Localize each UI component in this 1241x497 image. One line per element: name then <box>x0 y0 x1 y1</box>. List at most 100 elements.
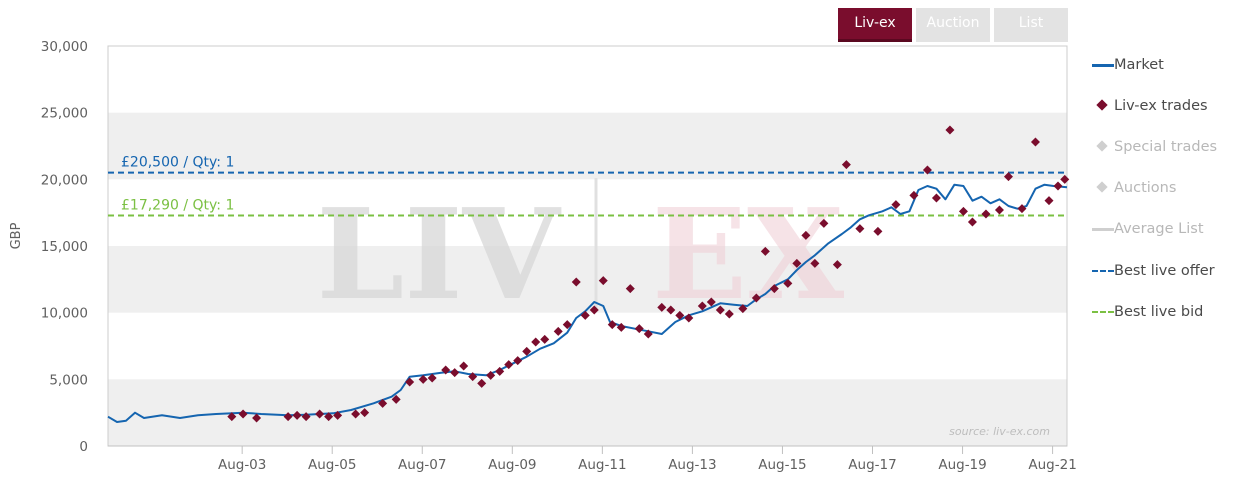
trade-point <box>418 374 428 384</box>
x-tick-label: Aug-11 <box>578 457 626 473</box>
trade-point <box>1060 174 1070 184</box>
y-tick-label: 20,000 <box>41 172 88 188</box>
legend-item[interactable]: Average List <box>1092 209 1217 250</box>
trade-point <box>738 304 748 314</box>
trade-point <box>922 165 932 175</box>
watermark-text-liv: LIV <box>316 182 561 328</box>
trade-point <box>855 224 865 234</box>
legend-dash-icon <box>1092 304 1114 320</box>
legend-label: Auctions <box>1114 180 1177 197</box>
grid-band <box>108 112 1067 180</box>
trade-point <box>238 409 248 419</box>
tab-liv-ex[interactable]: Liv-ex <box>838 8 912 42</box>
trade-point <box>378 398 388 408</box>
trade-point <box>616 322 626 332</box>
trade-point <box>801 230 811 240</box>
tab-list[interactable]: List <box>994 8 1068 42</box>
x-tick-label: Aug-09 <box>488 457 536 473</box>
trade-point <box>553 326 563 336</box>
trade-point <box>958 206 968 216</box>
trade-point <box>769 284 779 294</box>
reference-lines: £20,500 / Qty: 1 £17,290 / Qty: 1 <box>108 155 1067 217</box>
trade-point <box>792 258 802 268</box>
trade-point <box>909 190 919 200</box>
trade-point <box>486 370 496 380</box>
trade-point <box>459 361 469 371</box>
y-tick-label: 5,000 <box>49 372 88 388</box>
tab-auction[interactable]: Auction <box>916 8 990 42</box>
grid-band <box>108 246 1067 313</box>
best-live-bid-label: £17,290 / Qty: 1 <box>121 197 234 213</box>
trade-point <box>994 205 1004 215</box>
trade-point <box>625 284 635 294</box>
trade-point <box>598 276 608 286</box>
trades-series <box>227 125 1070 423</box>
trade-point <box>967 217 977 227</box>
legend-diamond-icon <box>1092 180 1114 196</box>
y-tick-label: 10,000 <box>41 306 88 322</box>
y-tick-label: 0 <box>79 439 88 455</box>
trade-point <box>666 305 676 315</box>
trade-point <box>931 193 941 203</box>
trade-point <box>819 218 829 228</box>
trade-point <box>351 409 361 419</box>
watermark-text-ex: EX <box>652 182 844 328</box>
trade-point <box>283 412 293 422</box>
trade-point <box>571 277 581 287</box>
legend-item[interactable]: Market <box>1092 44 1217 85</box>
chart-legend: Market Liv-ex trades Special trades Auction… <box>1092 44 1217 332</box>
legend-item[interactable]: Best live offer <box>1092 250 1217 291</box>
x-tick-label: Aug-03 <box>218 457 266 473</box>
trade-point <box>315 409 325 419</box>
trade-point <box>657 302 667 312</box>
trade-point <box>495 366 505 376</box>
trade-point <box>841 160 851 170</box>
trade-point <box>675 310 685 320</box>
legend-label: Best live bid <box>1114 303 1204 320</box>
trade-point <box>301 412 311 422</box>
x-tick-label: Aug-17 <box>848 457 896 473</box>
trade-point <box>441 365 451 375</box>
trade-point <box>643 329 653 339</box>
legend-label: Average List <box>1114 221 1204 238</box>
trade-point <box>292 410 302 420</box>
trade-point <box>504 360 514 370</box>
plot-bands <box>108 112 1067 446</box>
trade-point <box>634 324 644 334</box>
trade-point <box>405 377 415 387</box>
x-tick-label: Aug-21 <box>1028 457 1076 473</box>
x-axis: Aug-03 Aug-05 Aug-07 Aug-09 Aug-11 Aug-13 Aug-… <box>108 445 1077 473</box>
trade-point <box>751 293 761 303</box>
trade-point <box>1017 204 1027 214</box>
trade-point <box>697 301 707 311</box>
trade-point <box>531 337 541 347</box>
trade-point <box>981 209 991 219</box>
trade-point <box>580 310 590 320</box>
legend-dash-icon <box>1092 263 1114 279</box>
y-tick-label: 30,000 <box>41 39 88 55</box>
legend-item[interactable]: Best live bid <box>1092 291 1217 332</box>
trade-point <box>450 368 460 378</box>
trade-point <box>513 356 523 366</box>
trade-point <box>1044 196 1054 206</box>
grid-band <box>108 379 1067 446</box>
legend-item[interactable]: Auctions <box>1092 168 1217 209</box>
legend-item[interactable]: Special trades <box>1092 126 1217 167</box>
y-tick-label: 15,000 <box>41 239 88 255</box>
trade-point <box>427 373 437 383</box>
legend-line-icon <box>1092 221 1114 237</box>
legend-item[interactable]: Liv-ex trades <box>1092 85 1217 126</box>
y-tick-label: 25,000 <box>41 106 88 122</box>
trade-point <box>333 410 343 420</box>
trade-point <box>477 378 487 388</box>
source-credit: source: liv-ex.com <box>949 425 1050 438</box>
x-tick-label: Aug-15 <box>758 457 806 473</box>
trade-point <box>810 258 820 268</box>
legend-diamond-icon <box>1092 139 1114 155</box>
market-line <box>107 183 1068 423</box>
x-tick-label: Aug-07 <box>398 457 446 473</box>
trade-point <box>1053 181 1063 191</box>
x-tick-label: Aug-19 <box>938 457 986 473</box>
legend-diamond-icon <box>1092 98 1114 114</box>
